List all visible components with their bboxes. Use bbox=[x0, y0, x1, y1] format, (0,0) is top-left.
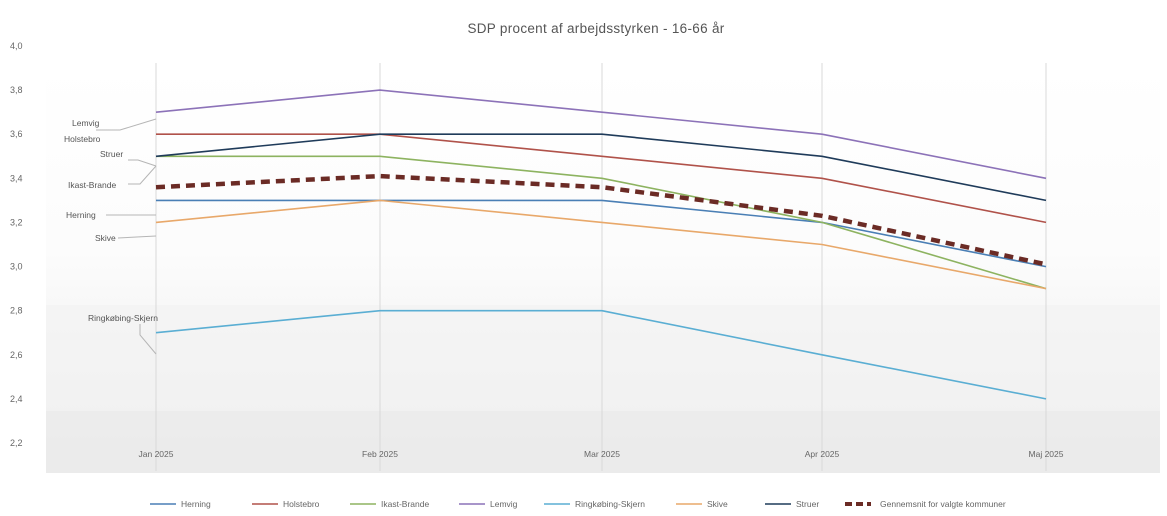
legend-label-ringkobing-skjern: Ringkøbing-Skjern bbox=[575, 499, 645, 509]
series-lines bbox=[155, 89, 1047, 400]
legend: Herning Holstebro Ikast-Brande Lemvig Ringkø… bbox=[150, 499, 1006, 509]
annotation-label-herning: Herning bbox=[66, 210, 96, 220]
annotation-label-holstebro: Holstebro bbox=[64, 134, 101, 144]
y-tick-label: 3,6 bbox=[10, 129, 23, 139]
series-line-ringkobing-skjern bbox=[155, 309, 1047, 400]
x-axis-ticks: Jan 2025 Feb 2025 Mar 2025 Apr 2025 Maj 2025 bbox=[139, 449, 1064, 459]
y-tick-label: 2,6 bbox=[10, 350, 23, 360]
series-line-ikast-brande bbox=[156, 155, 1047, 290]
y-tick-label: 3,4 bbox=[10, 173, 23, 183]
series-line-lemvig bbox=[155, 89, 1047, 180]
legend-label-lemvig: Lemvig bbox=[490, 499, 518, 509]
series-line-skive bbox=[155, 199, 1047, 290]
legend-label-holstebro: Holstebro bbox=[283, 499, 320, 509]
y-tick-label: 4,0 bbox=[10, 41, 23, 51]
y-tick-label: 3,8 bbox=[10, 85, 23, 95]
series-annotations: Herning Holstebro Ikast-Brande Lemvig Ringkø… bbox=[64, 118, 158, 355]
annotation-leader-lemvig bbox=[96, 118, 157, 131]
annotation-leader-skive bbox=[117, 235, 157, 239]
plot-band-bottom bbox=[46, 411, 1160, 473]
series-line-herning bbox=[156, 199, 1047, 268]
plot-band-lower bbox=[46, 305, 1160, 411]
annotation-label-skive: Skive bbox=[95, 233, 116, 243]
x-tick-label: Apr 2025 bbox=[805, 449, 840, 459]
annotation-label-struer: Struer bbox=[100, 149, 123, 159]
legend-label-ikast-brande: Ikast-Brande bbox=[381, 499, 429, 509]
y-tick-label: 3,0 bbox=[10, 262, 23, 272]
y-tick-label: 2,8 bbox=[10, 306, 23, 316]
legend-label-skive: Skive bbox=[707, 499, 728, 509]
y-axis-ticks: 2,2 2,4 2,6 2,8 3,0 3,2 3,4 3,6 3,8 4,0 bbox=[10, 41, 23, 448]
series-line-holstebro bbox=[156, 133, 1047, 224]
x-tick-label: Feb 2025 bbox=[362, 449, 398, 459]
x-tick-label: Mar 2025 bbox=[584, 449, 620, 459]
annotation-leader-struer bbox=[128, 159, 157, 167]
legend-label-struer: Struer bbox=[796, 499, 819, 509]
y-tick-label: 2,4 bbox=[10, 394, 23, 404]
annotation-label-ikast-brande: Ikast-Brande bbox=[68, 180, 116, 190]
annotation-label-lemvig: Lemvig bbox=[72, 118, 100, 128]
annotation-leader-ikast-brande bbox=[128, 165, 157, 185]
gridlines bbox=[155, 63, 1047, 471]
series-line-struer bbox=[155, 133, 1047, 202]
legend-label-herning: Herning bbox=[181, 499, 211, 509]
y-tick-label: 2,2 bbox=[10, 438, 23, 448]
legend-label-gennemsnit-for-valgte-kommuner: Gennemsnit for valgte kommuner bbox=[880, 499, 1006, 509]
x-tick-label: Jan 2025 bbox=[139, 449, 174, 459]
annotation-label-ringkobing-skjern: Ringkøbing-Skjern bbox=[88, 313, 158, 323]
chart-title: SDP procent af arbejdsstyrken - 16-66 år bbox=[467, 21, 724, 36]
annotation-leader-ringkobing-skjern bbox=[139, 324, 157, 355]
y-tick-label: 3,2 bbox=[10, 217, 23, 227]
x-tick-label: Maj 2025 bbox=[1029, 449, 1064, 459]
